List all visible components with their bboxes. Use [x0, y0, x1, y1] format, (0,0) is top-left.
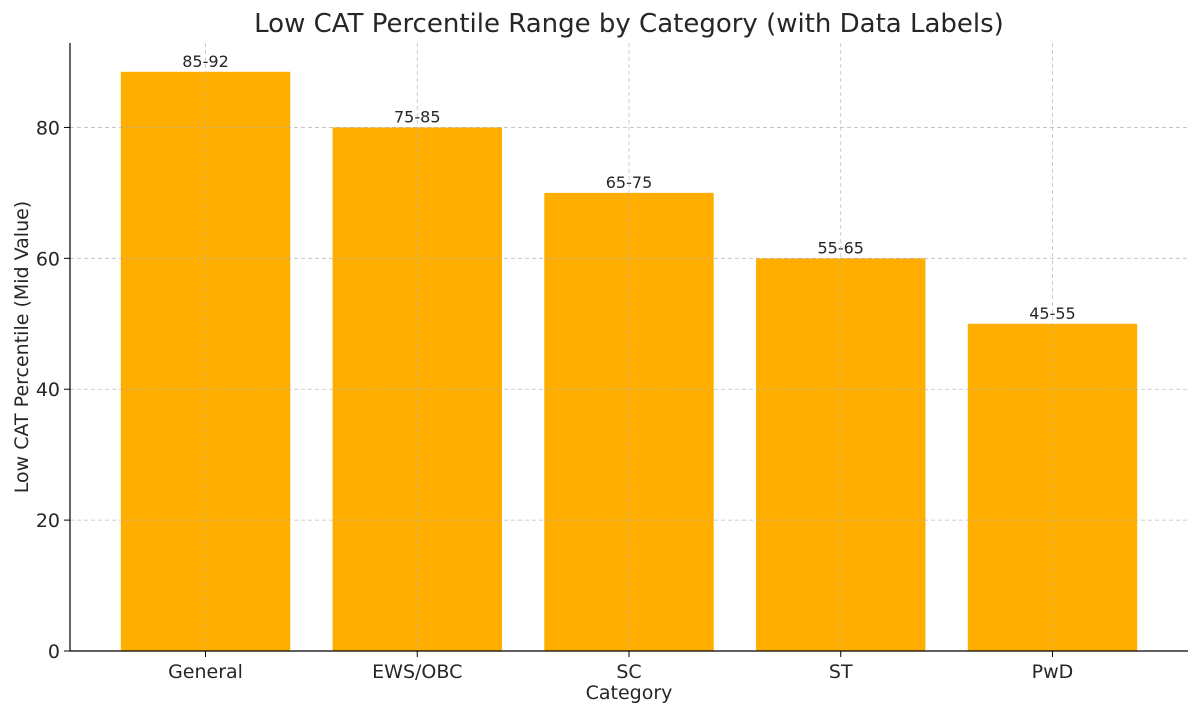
x-tick-label: General [168, 661, 243, 683]
data-label: 45-55 [1029, 304, 1076, 323]
y-tick-label: 60 [36, 248, 60, 270]
x-tick-label: SC [616, 661, 641, 683]
x-axis-label: Category [586, 682, 673, 704]
x-tick-label: EWS/OBC [372, 661, 462, 683]
y-tick-label: 40 [36, 379, 60, 401]
data-label: 65-75 [606, 173, 653, 192]
y-tick-label: 20 [36, 510, 60, 532]
chart-title: Low CAT Percentile Range by Category (wi… [254, 9, 1004, 39]
y-axis-label: Low CAT Percentile (Mid Value) [11, 201, 33, 493]
y-tick-label: 0 [48, 641, 60, 663]
x-tick-label: PwD [1032, 661, 1074, 683]
x-tick-label: ST [829, 661, 853, 683]
y-tick-label: 80 [36, 117, 60, 139]
data-label: 85-92 [182, 52, 229, 71]
